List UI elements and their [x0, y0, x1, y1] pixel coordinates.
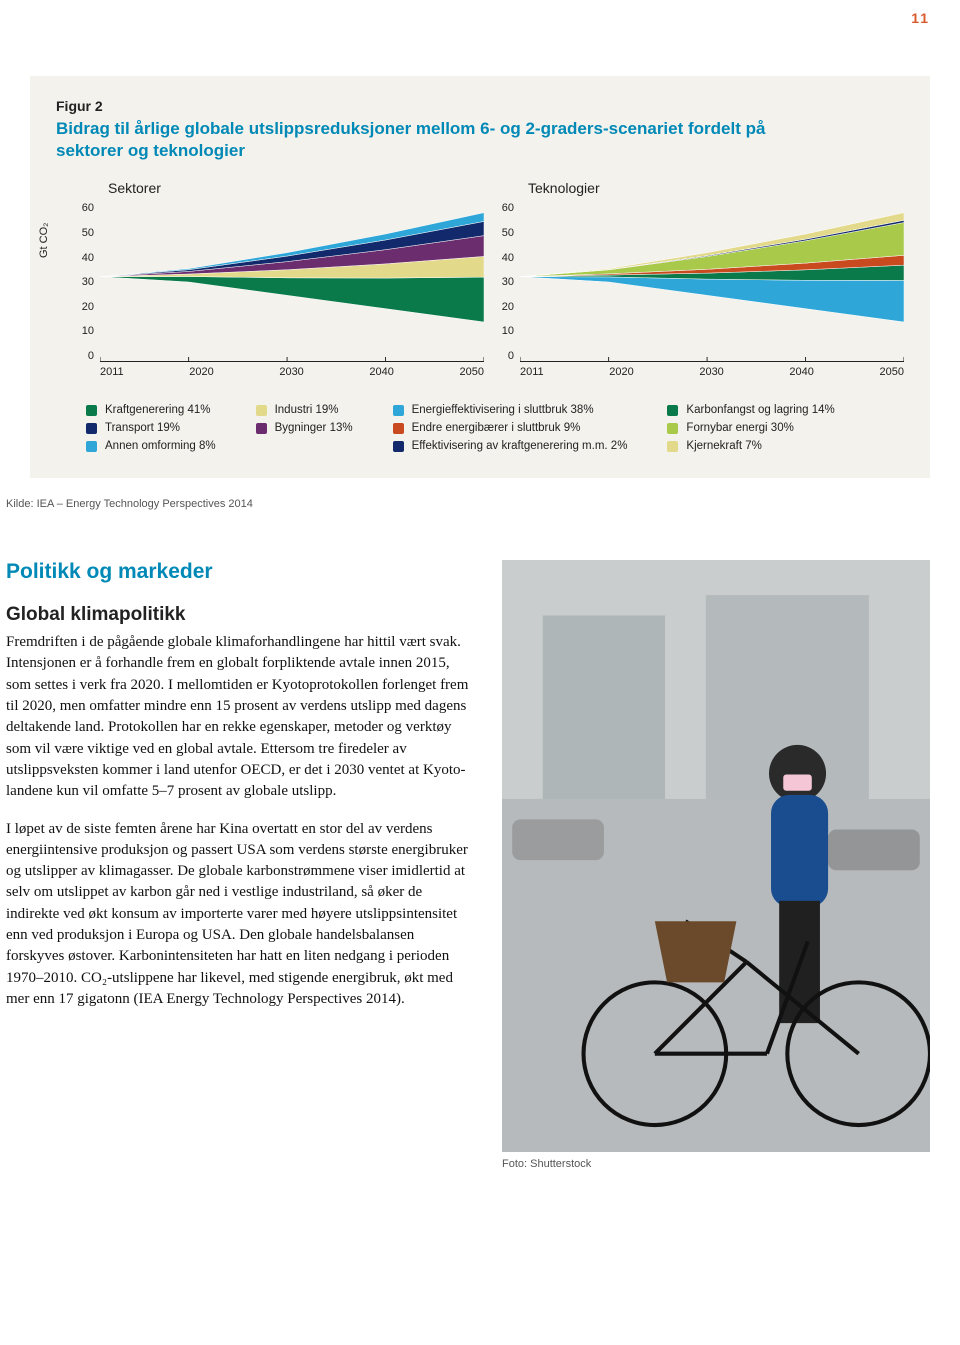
- legend-item: Effektivisering av kraftgenerering m.m. …: [393, 440, 628, 452]
- legend-label: Fornybar energi 30%: [686, 422, 793, 434]
- chart-left: Sektorer Gt CO₂ 6050403020100 2011202020…: [74, 180, 484, 378]
- paragraph-2: I løpet av de siste femten årene har Kin…: [6, 819, 472, 1011]
- legend-swatch: [256, 423, 267, 434]
- legend-swatch: [86, 441, 97, 452]
- x-tick: 2030: [279, 366, 303, 378]
- text-column: Politikk og markeder Global klimapolitik…: [6, 560, 472, 1170]
- legend-right-col1: Energieffektivisering i sluttbruk 38% End…: [393, 404, 628, 452]
- photo-column: Foto: Shutterstock: [502, 560, 930, 1170]
- legend-item: Transport 19%: [86, 422, 216, 434]
- legend-label: Kjernekraft 7%: [686, 440, 761, 452]
- body-content: Politikk og markeder Global klimapolitik…: [0, 510, 960, 1200]
- figure-title: Bidrag til årlige globale utslippsreduks…: [56, 118, 816, 162]
- x-tick: 2011: [520, 366, 544, 378]
- x-tick: 2030: [699, 366, 723, 378]
- x-tick: 2020: [189, 366, 213, 378]
- y-tick: 10: [494, 325, 514, 337]
- y-tick: 50: [74, 227, 94, 239]
- legend-label: Energieffektivisering i sluttbruk 38%: [412, 404, 594, 416]
- legend-label: Effektivisering av kraftgenerering m.m. …: [412, 440, 628, 452]
- paragraph-1: Fremdriften i de pågående globale klimaf…: [6, 632, 472, 802]
- legend-swatch: [667, 405, 678, 416]
- x-tick: 2020: [609, 366, 633, 378]
- y-tick: 20: [494, 301, 514, 313]
- legend-label: Transport 19%: [105, 422, 180, 434]
- x-tick: 2040: [789, 366, 813, 378]
- legend-label: Kraftgenerering 41%: [105, 404, 210, 416]
- x-tick: 2040: [369, 366, 393, 378]
- y-tick: 30: [74, 276, 94, 288]
- chart-subtitle-right: Teknologier: [528, 180, 904, 196]
- legend-swatch: [393, 423, 404, 434]
- x-tick: 2050: [879, 366, 903, 378]
- page-number: 11: [0, 0, 960, 26]
- y-tick: 60: [74, 202, 94, 214]
- y-tick: 0: [494, 350, 514, 362]
- x-tick: 2011: [100, 366, 124, 378]
- chart-subtitle-left: Sektorer: [108, 180, 484, 196]
- figure-panel: Figur 2 Bidrag til årlige globale utslip…: [30, 76, 930, 478]
- legend-item: Kjernekraft 7%: [667, 440, 834, 452]
- legend-item: Endre energibærer i sluttbruk 9%: [393, 422, 628, 434]
- sub-heading: Global klimapolitikk: [6, 604, 472, 626]
- y-ticks-left: 60 50 40 30 20 10 0: [74, 202, 94, 362]
- y-tick: 0: [74, 350, 94, 362]
- legend-swatch: [393, 405, 404, 416]
- y-tick: 10: [74, 325, 94, 337]
- legend-item: Fornybar energi 30%: [667, 422, 834, 434]
- y-ticks-right: 60 50 40 30 20 10 0: [494, 202, 514, 362]
- area-series: [520, 277, 904, 322]
- chart-svg-right: [520, 202, 904, 362]
- legend-label: Karbonfangst og lagring 14%: [686, 404, 834, 416]
- legend-swatch: [86, 405, 97, 416]
- legend-left-col1: Kraftgenerering 41% Transport 19% Annen om…: [86, 404, 216, 452]
- legend-right-col2: Karbonfangst og lagring 14% Fornybar ener…: [667, 404, 834, 452]
- legend-item: Industri 19%: [256, 404, 353, 416]
- chart-right: Teknologier 6050403020100 20112020203020…: [494, 180, 904, 378]
- legend-label: Annen omforming 8%: [105, 440, 216, 452]
- legend-block: Kraftgenerering 41% Transport 19% Annen om…: [86, 404, 904, 452]
- x-tick: 2050: [459, 366, 483, 378]
- legend-label: Bygninger 13%: [275, 422, 353, 434]
- y-tick: 50: [494, 227, 514, 239]
- photo-placeholder: [502, 560, 930, 1152]
- legend-item: Karbonfangst og lagring 14%: [667, 404, 834, 416]
- y-tick: 40: [74, 252, 94, 264]
- legend-swatch: [86, 423, 97, 434]
- legend-label: Industri 19%: [275, 404, 339, 416]
- y-axis-label: Gt CO₂: [38, 223, 50, 258]
- legend-item: Energieffektivisering i sluttbruk 38%: [393, 404, 628, 416]
- legend-item: Annen omforming 8%: [86, 440, 216, 452]
- figure-label: Figur 2: [56, 98, 904, 114]
- legend-item: Kraftgenerering 41%: [86, 404, 216, 416]
- legend-swatch: [393, 441, 404, 452]
- area-series: [100, 277, 484, 322]
- legend-label: Endre energibærer i sluttbruk 9%: [412, 422, 581, 434]
- section-heading: Politikk og markeder: [6, 560, 472, 584]
- legend-swatch: [667, 423, 678, 434]
- y-tick: 20: [74, 301, 94, 313]
- y-tick: 30: [494, 276, 514, 288]
- legend-swatch: [256, 405, 267, 416]
- legend-item: Bygninger 13%: [256, 422, 353, 434]
- photo-caption: Foto: Shutterstock: [502, 1158, 930, 1170]
- y-tick: 40: [494, 252, 514, 264]
- legend-left-col2: Industri 19% Bygninger 13%: [256, 404, 353, 452]
- figure-source: Kilde: IEA – Energy Technology Perspecti…: [6, 498, 960, 510]
- charts-row: Sektorer Gt CO₂ 6050403020100 2011202020…: [74, 180, 904, 378]
- y-tick: 60: [494, 202, 514, 214]
- legend-swatch: [667, 441, 678, 452]
- x-ticks-left: 2011 2020 2030 2040 2050: [100, 366, 484, 378]
- chart-svg-left: [100, 202, 484, 362]
- x-ticks-right: 2011 2020 2030 2040 2050: [520, 366, 904, 378]
